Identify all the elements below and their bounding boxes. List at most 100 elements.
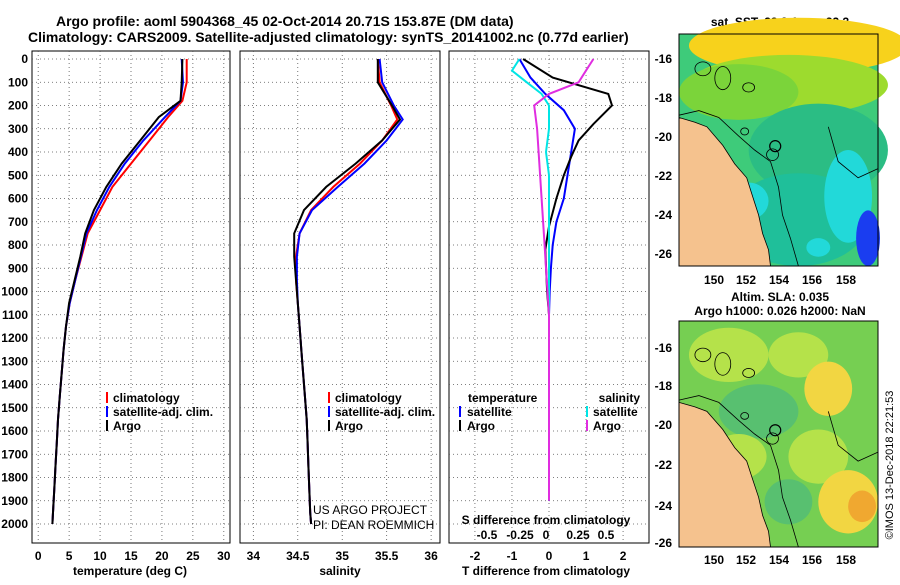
reef-outline xyxy=(742,368,756,378)
temperature-tick-label: 0 xyxy=(35,549,42,563)
s-difference-tick-label: -0.5 xyxy=(477,528,498,542)
sla-map-title-1: Altim. SLA: 0.035 xyxy=(731,290,829,304)
field-patch xyxy=(848,490,877,523)
depth-contour xyxy=(678,110,799,267)
sla-map-frame xyxy=(678,320,879,548)
salinity-lines xyxy=(293,58,404,525)
sst-lat-tick: -26 xyxy=(655,247,673,261)
temperature-tick-label: 10 xyxy=(93,549,107,563)
reef-outline xyxy=(694,347,712,363)
temperature-panel xyxy=(31,50,231,544)
sla-map-title-2: Argo h1000: 0.026 h2000: NaN xyxy=(694,304,865,318)
depth-contour xyxy=(827,126,879,179)
temperature-tick-label: 5 xyxy=(66,549,73,563)
sla-lon-tick: 158 xyxy=(836,553,856,567)
reef-outline xyxy=(714,352,732,376)
depth-tick-label: 900 xyxy=(8,261,28,275)
s-difference-ticks: -0.5 -0.25 0 0.25 0.5 xyxy=(477,528,615,542)
reef-outline xyxy=(766,432,779,445)
difference-tick-label: -1 xyxy=(507,549,518,563)
legend-satellite-adj: satellite-adj. clim. xyxy=(335,405,435,419)
depth-contour xyxy=(827,411,879,462)
salinity-legend: climatology satellite-adj. clim. Argo US… xyxy=(313,391,435,532)
credit-pi: PI: DEAN ROEMMICH xyxy=(313,518,434,532)
depth-tick-label: 700 xyxy=(8,215,28,229)
sst-lat-tick: -24 xyxy=(655,208,673,222)
field-patch xyxy=(718,384,799,439)
difference-xlabel: T difference from climatology xyxy=(462,564,630,578)
legend-salinity-title: salinity xyxy=(599,391,641,405)
depth-tick-label: 1400 xyxy=(1,378,28,392)
header-line-1: Argo profile: aoml 5904368_45 02-Oct-201… xyxy=(56,13,514,29)
salinity-tick-label: 34.5 xyxy=(286,549,310,563)
depth-tick-label: 200 xyxy=(8,99,28,113)
temperature-x-ticks: 0 5 10 15 20 25 30 xyxy=(35,549,231,563)
difference-tick-label: -2 xyxy=(470,549,481,563)
sst-lat-tick: -22 xyxy=(655,169,673,183)
s-difference-tick-label: 0.5 xyxy=(598,528,615,542)
credit-project: US ARGO PROJECT xyxy=(313,503,428,517)
sla-lat-tick: -20 xyxy=(655,418,673,432)
field-patch xyxy=(806,238,831,257)
field-patch xyxy=(768,332,829,378)
reef-outline xyxy=(766,148,779,161)
temperature-xlabel: temperature (deg C) xyxy=(73,564,187,578)
field-patch xyxy=(856,210,880,266)
sst-lat-tick: -18 xyxy=(655,91,673,105)
sla-lat-tick: -18 xyxy=(655,379,673,393)
field-patch xyxy=(688,327,769,383)
sst-map-frame xyxy=(678,33,879,267)
temperature-tick-label: 25 xyxy=(186,549,200,563)
reef-outline xyxy=(694,61,712,77)
legend-satellite-adj: satellite-adj. clim. xyxy=(113,405,213,419)
imos-footer: ©IMOS 13-Dec-2018 22:21:53 xyxy=(884,391,896,540)
legend-temperature-title: temperature xyxy=(468,391,538,405)
legend-climatology: climatology xyxy=(113,391,180,405)
depth-tick-label: 400 xyxy=(8,145,28,159)
s-difference-title: S difference from climatology xyxy=(462,513,631,527)
sla-lon-tick: 152 xyxy=(736,553,756,567)
sst-lat-tick: -16 xyxy=(655,52,673,66)
reef-outline xyxy=(714,66,732,91)
series-line-argo xyxy=(51,58,184,525)
sst-lon-tick: 150 xyxy=(704,273,724,287)
reef-outline xyxy=(742,82,756,93)
argo-position-marker xyxy=(769,140,782,153)
difference-x-ticks: -2 -1 0 1 2 xyxy=(470,549,627,563)
difference-lines xyxy=(510,58,614,501)
salinity-tick-label: 35.5 xyxy=(375,549,399,563)
salinity-tick-label: 36 xyxy=(424,549,438,563)
depth-tick-label: 300 xyxy=(8,122,28,136)
depth-tick-label: 1000 xyxy=(1,285,28,299)
depth-tick-label: 100 xyxy=(8,75,28,89)
salinity-xlabel: salinity xyxy=(319,564,361,578)
header-line-2: Climatology: CARS2009. Satellite-adjuste… xyxy=(28,29,629,45)
depth-tick-label: 500 xyxy=(8,168,28,182)
reef-outline xyxy=(740,412,750,420)
argo-position-marker xyxy=(769,424,782,437)
depth-tick-label: 1200 xyxy=(1,331,28,345)
field-patch xyxy=(804,361,853,416)
salinity-tick-label: 34 xyxy=(247,549,261,563)
legend-s-argo: Argo xyxy=(593,419,621,433)
depth-tick-label: 1600 xyxy=(1,424,28,438)
series-line-salinity-argo xyxy=(533,58,595,501)
legend-t-argo: Argo xyxy=(467,419,495,433)
depth-axis: 0 100 200 300 400 500 600 700 800 900 1000 1100 1200… xyxy=(1,52,28,531)
difference-tick-label: 1 xyxy=(583,549,590,563)
s-difference-tick-label: 0.25 xyxy=(566,528,590,542)
salinity-tick-label: 35 xyxy=(336,549,350,563)
legend-argo: Argo xyxy=(113,419,141,433)
map-axis-ticks: -16 -16 -18 -18 -20 -20 -22 -22 -24 -24 -26 -26 150 1… xyxy=(655,52,857,567)
legend-t-satellite: satellite xyxy=(467,405,512,419)
sla-lon-tick: 150 xyxy=(704,553,724,567)
temperature-legend: climatology satellite-adj. clim. Argo xyxy=(106,391,213,433)
series-line-argo xyxy=(293,59,402,525)
salinity-x-ticks: 34 34.5 35 35.5 36 xyxy=(247,549,438,563)
sla-lat-tick: -22 xyxy=(655,458,673,472)
s-difference-tick-label: -0.25 xyxy=(506,528,534,542)
depth-tick-label: 1300 xyxy=(1,354,28,368)
sst-lat-tick: -20 xyxy=(655,130,673,144)
depth-tick-label: 2000 xyxy=(1,517,28,531)
